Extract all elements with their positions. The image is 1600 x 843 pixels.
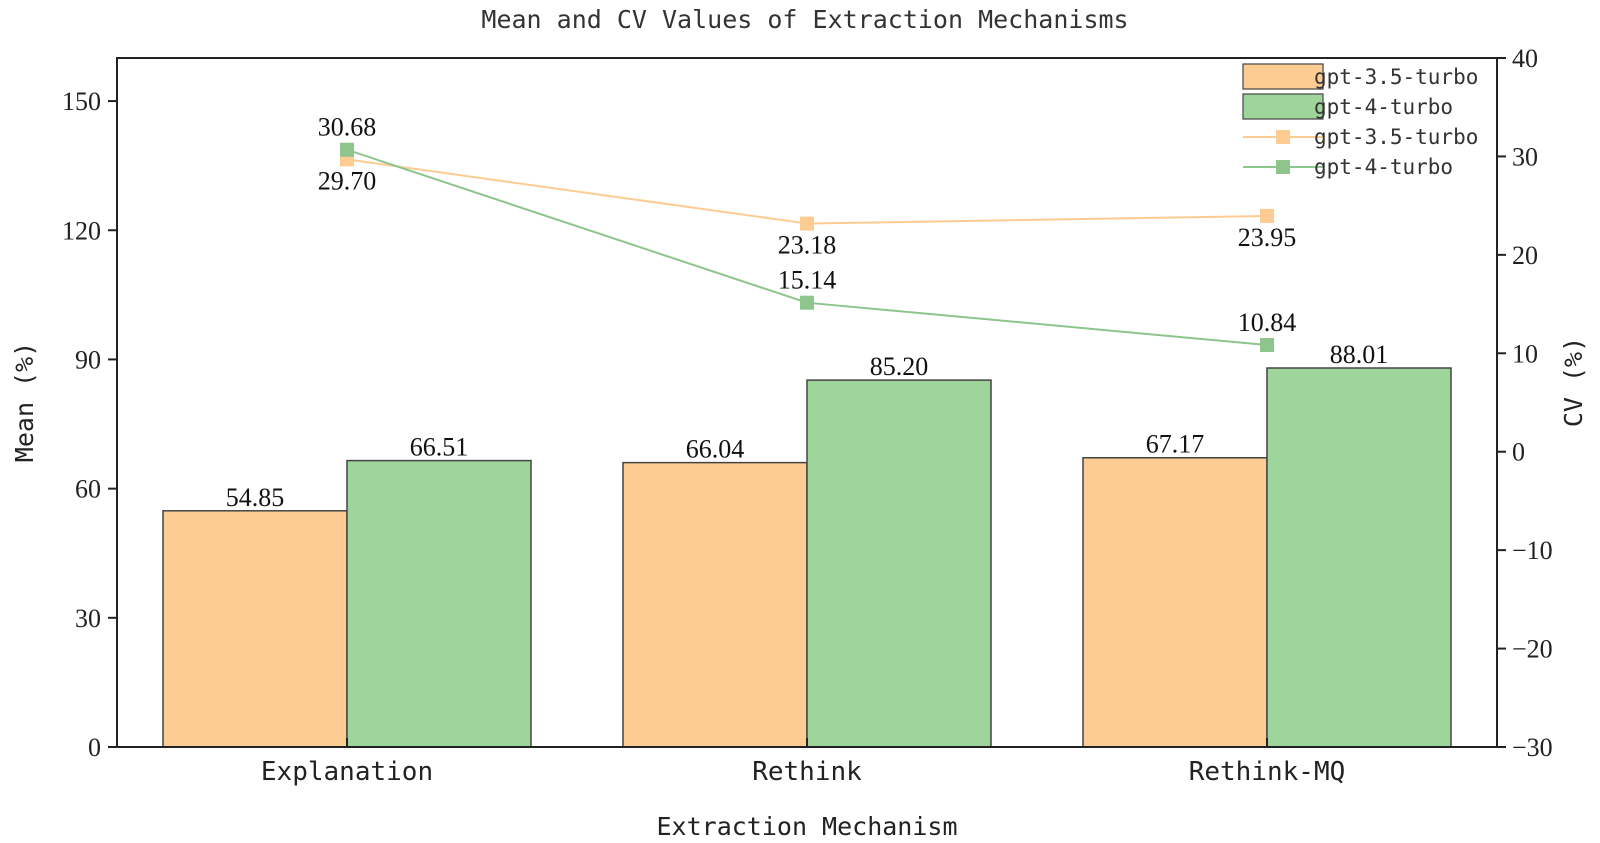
point-label-gpt-3.5-turbo-Rethink-MQ: 23.95	[1238, 223, 1297, 252]
y-tick-label-90: 90	[75, 345, 101, 374]
y2-tick-label-0: 0	[1512, 438, 1525, 467]
x-tick-label-Explanation: Explanation	[261, 757, 433, 787]
legend-label-line-gpt4: gpt-4-turbo	[1314, 155, 1453, 179]
bar-label-gpt-3.5-turbo-Explanation: 54.85	[226, 483, 285, 512]
line-gpt-3.5-turbo	[346, 158, 1268, 225]
bar-label-gpt-3.5-turbo-Rethink-MQ: 67.17	[1146, 430, 1205, 459]
x-tick-label-Rethink: Rethink	[752, 757, 862, 787]
y2-tick-label-10: 10	[1512, 339, 1538, 368]
legend-marker-gpt4	[1276, 160, 1290, 174]
y-tick-label-60: 60	[75, 475, 101, 504]
bar-label-gpt-4-turbo-Explanation: 66.51	[410, 433, 469, 462]
bar-gpt-4-turbo-Rethink-MQ	[1266, 367, 1452, 748]
y-tick-label-0: 0	[88, 733, 101, 762]
bar-label-gpt-4-turbo-Rethink: 85.20	[870, 352, 929, 381]
point-gpt-4-turbo-Rethink	[800, 295, 814, 310]
chart-title: Mean and CV Values of Extraction Mechani…	[481, 5, 1128, 34]
y2-tick-label--30: −30	[1512, 733, 1553, 762]
legend-marker-gpt35	[1276, 130, 1290, 144]
axes-layer: 0 30 60 90 120 150 −30 −20 −10 0 10 20 30 40 Explanati…	[62, 44, 1553, 787]
point-label-gpt-4-turbo-Rethink-MQ: 10.84	[1238, 308, 1297, 337]
y-tick-label-30: 30	[75, 604, 101, 633]
x-tick-label-Rethink-MQ: Rethink-MQ	[1189, 757, 1346, 787]
legend-label-bar-gpt4: gpt-4-turbo	[1314, 95, 1453, 119]
point-label-gpt-4-turbo-Explanation: 30.68	[318, 113, 377, 142]
legend-label-line-gpt35: gpt-3.5-turbo	[1314, 125, 1478, 149]
y2-tick-label-20: 20	[1512, 241, 1538, 270]
bar-label-gpt-4-turbo-Rethink-MQ: 88.01	[1330, 340, 1389, 369]
y-tick-label-120: 120	[62, 216, 101, 245]
legend-swatch-bar-gpt4	[1242, 93, 1324, 120]
bar-gpt-3.5-turbo-Explanation	[162, 510, 348, 748]
point-label-gpt-3.5-turbo-Explanation: 29.70	[318, 166, 377, 195]
point-gpt-4-turbo-Explanation	[340, 142, 354, 157]
point-gpt-3.5-turbo-Rethink-MQ	[1260, 208, 1274, 223]
legend: gpt-3.5-turbo gpt-4-turbo gpt-3.5-turbo …	[1242, 63, 1478, 179]
y2-tick-label-40: 40	[1512, 44, 1538, 73]
legend-label-bar-gpt35: gpt-3.5-turbo	[1314, 65, 1478, 89]
y-tick-label-150: 150	[62, 87, 101, 116]
legend-swatch-bar-gpt35	[1242, 63, 1324, 90]
labels-layer: 54.85 66.04 67.17 66.51 85.20 88.01 29.70 23.18…	[226, 113, 1389, 512]
point-gpt-3.5-turbo-Rethink	[800, 216, 814, 231]
bar-gpt-4-turbo-Explanation	[346, 459, 532, 748]
bar-label-gpt-3.5-turbo-Rethink: 66.04	[686, 435, 745, 464]
x-axis-title: Extraction Mechanism	[656, 812, 957, 841]
bars-layer	[162, 367, 1452, 748]
lines-layer	[340, 142, 1274, 353]
y2-tick-label--10: −10	[1512, 536, 1553, 565]
bar-gpt-3.5-turbo-Rethink-MQ	[1082, 456, 1268, 748]
point-label-gpt-3.5-turbo-Rethink: 23.18	[778, 231, 837, 260]
point-gpt-4-turbo-Rethink-MQ	[1260, 338, 1274, 353]
y2-tick-label-30: 30	[1512, 142, 1538, 171]
y2-axis-title: CV (%)	[1559, 337, 1588, 427]
bar-gpt-3.5-turbo-Rethink	[622, 461, 808, 748]
y-axis-title: Mean (%)	[10, 342, 39, 462]
y2-tick-label--20: −20	[1512, 635, 1553, 664]
point-label-gpt-4-turbo-Rethink: 15.14	[778, 266, 837, 295]
bar-gpt-4-turbo-Rethink	[806, 379, 992, 748]
